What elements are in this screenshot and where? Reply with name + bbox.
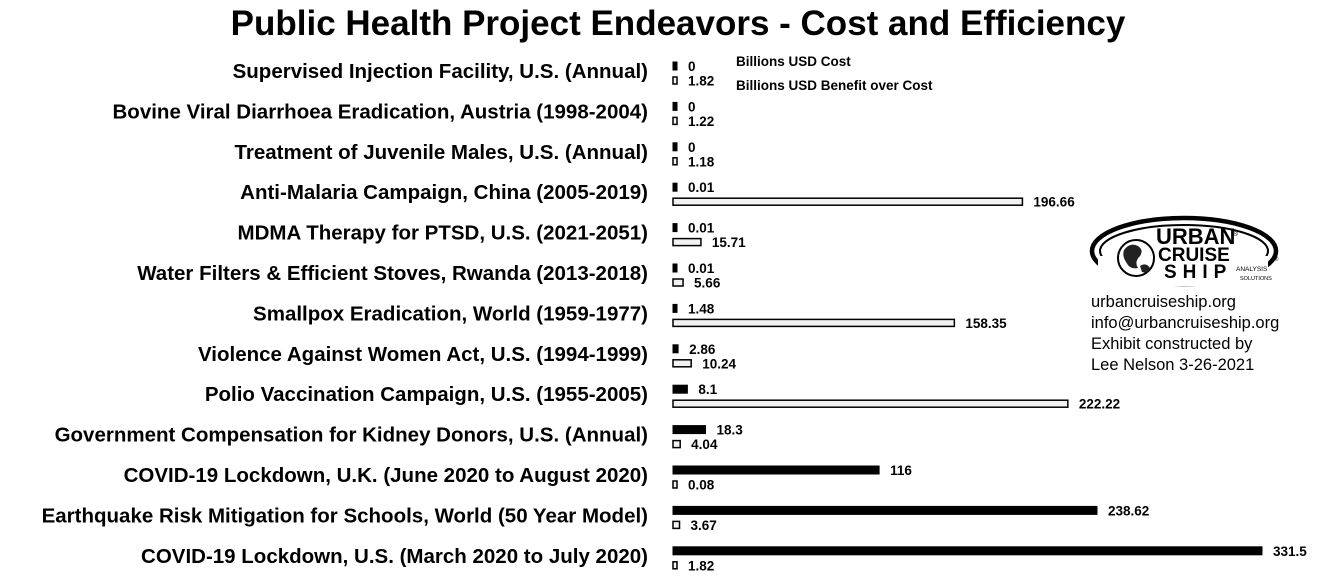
urban-cruise-ship-logo: URBAN CRUISE SHIP ANALYSIS SOLUTIONS ® ®: [1089, 215, 1279, 287]
benefit-bar: [672, 359, 692, 368]
cost-data-label: 1.48: [688, 301, 715, 316]
cost-bar: [672, 223, 678, 233]
benefit-bar: [672, 439, 681, 449]
cost-bar: [672, 182, 678, 192]
cost-data-label: 238.62: [1108, 503, 1149, 518]
cost-bar: [672, 425, 707, 435]
category-label: Treatment of Juvenile Males, U.S. (Annua…: [234, 141, 648, 164]
benefit-data-label: 4.04: [691, 437, 718, 452]
cost-data-label: 0.01: [688, 261, 715, 276]
cost-data-label: 0: [688, 99, 696, 114]
cost-bar: [672, 546, 1263, 556]
benefit-bar: [672, 520, 681, 530]
benefit-data-label: 196.66: [1033, 195, 1075, 210]
logo-line-3: SHIP: [1164, 262, 1232, 283]
cost-data-label: 0: [688, 140, 696, 155]
cost-data-label: 8.1: [698, 382, 717, 397]
credit-line-1: Exhibit constructed by: [1091, 335, 1253, 353]
logo-line-2: CRUISE: [1158, 245, 1230, 266]
cost-bar: [672, 465, 880, 475]
email-text: info@urbancruiseship.org: [1091, 314, 1280, 332]
logo-line-1: URBAN: [1156, 224, 1235, 249]
category-label: Polio Vaccination Campaign, U.S. (1955-2…: [205, 383, 648, 406]
benefit-data-label: 1.82: [688, 74, 714, 89]
category-label: Violence Against Women Act, U.S. (1994-1…: [198, 343, 648, 366]
category-label: MDMA Therapy for PTSD, U.S. (2021-2051): [238, 222, 648, 245]
category-label: Bovine Viral Diarrhoea Eradication, Aust…: [113, 100, 649, 123]
benefit-data-label: 1.82: [688, 558, 714, 573]
cost-data-label: 0.01: [688, 180, 715, 195]
category-label: Smallpox Eradication, World (1959-1977): [253, 302, 648, 325]
logo-registered-mark-2: ®: [1274, 256, 1279, 263]
logo-tagline-1: ANALYSIS: [1236, 266, 1268, 273]
cost-data-label: 331.5: [1273, 544, 1307, 559]
category-label: COVID-19 Lockdown, U.S. (March 2020 to J…: [141, 545, 648, 568]
benefit-bar: [672, 197, 1024, 206]
cost-data-label: 116: [890, 463, 912, 478]
benefit-data-label: 222.22: [1079, 397, 1120, 412]
legend-entry: Billions USD Benefit over Cost: [736, 78, 933, 93]
benefit-bar: [672, 399, 1069, 408]
cost-bar: [672, 263, 678, 273]
cost-bar: [672, 142, 678, 152]
cost-bar: [672, 101, 678, 111]
benefit-bar: [672, 480, 678, 489]
benefit-bar: [672, 76, 678, 85]
category-label: Government Compensation for Kidney Donor…: [55, 424, 648, 447]
legend-entry: Billions USD Cost: [736, 54, 851, 69]
logo-tagline-2: SOLUTIONS: [1240, 276, 1272, 282]
benefit-data-label: 10.24: [702, 356, 736, 371]
category-label: Water Filters & Efficient Stoves, Rwanda…: [137, 262, 648, 285]
benefit-data-label: 1.22: [688, 114, 714, 129]
cost-bar: [672, 61, 678, 71]
benefit-bar: [672, 561, 678, 570]
cost-bar: [672, 384, 688, 394]
website-text: urbancruiseship.org: [1091, 293, 1236, 311]
category-label: COVID-19 Lockdown, U.K. (June 2020 to Au…: [124, 464, 648, 487]
cost-data-label: 2.86: [689, 342, 716, 357]
benefit-bar: [672, 157, 678, 166]
category-label: Earthquake Risk Mitigation for Schools, …: [42, 504, 648, 527]
benefit-bar: [672, 116, 678, 126]
benefit-data-label: 5.66: [694, 276, 721, 291]
benefit-data-label: 0.08: [688, 478, 715, 493]
category-label: Anti-Malaria Campaign, China (2005-2019): [240, 181, 648, 204]
category-label: Supervised Injection Facility, U.S. (Ann…: [233, 60, 648, 83]
benefit-data-label: 15.71: [712, 235, 746, 250]
benefit-data-label: 3.67: [691, 518, 717, 533]
cost-bar: [672, 505, 1098, 515]
cost-data-label: 0: [688, 59, 696, 74]
credit-line-2: Lee Nelson 3-26-2021: [1091, 356, 1255, 374]
chart-title: Public Health Project Endeavors - Cost a…: [230, 4, 1126, 43]
cost-data-label: 0.01: [688, 221, 715, 236]
logo-registered-mark: ®: [1233, 230, 1239, 238]
cost-bar: [672, 344, 679, 354]
cost-data-label: 18.3: [717, 423, 744, 438]
benefit-bar: [672, 278, 684, 287]
cost-bar: [672, 303, 678, 313]
benefit-bar: [672, 237, 702, 247]
benefit-data-label: 158.35: [965, 316, 1007, 331]
benefit-data-label: 1.18: [688, 154, 715, 169]
contact-block: urbancruiseship.org info@urbancruiseship…: [1091, 292, 1279, 376]
benefit-bar: [672, 318, 956, 328]
